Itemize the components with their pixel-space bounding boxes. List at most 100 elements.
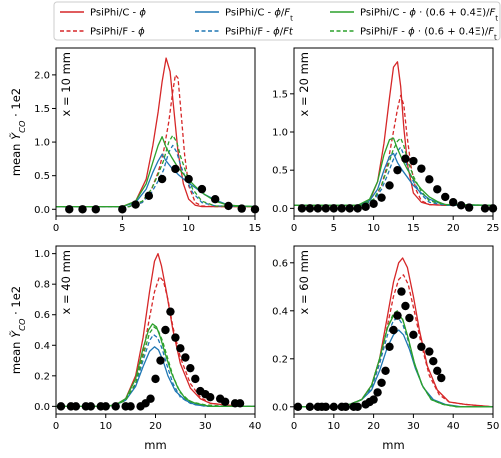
chart-panel: 0 5 10 15 20 25 0.0 0.5 1.0 1.5 x = 20 mm xyxy=(272,47,499,234)
series-line-C_phi_Ft xyxy=(294,329,493,408)
data-marker xyxy=(409,330,418,339)
series-line-C_phi xyxy=(56,252,255,408)
legend-label: PsiPhi/F - ϕ xyxy=(90,27,145,38)
data-marker xyxy=(417,342,426,351)
y-tick-label: 0.0 xyxy=(34,402,50,413)
data-marker xyxy=(480,204,490,213)
data-marker xyxy=(321,204,331,213)
text-fragment: Ft xyxy=(283,27,294,38)
data-marker xyxy=(401,154,410,163)
text-fragment: t xyxy=(494,32,497,41)
x-tick-label: 30 xyxy=(407,421,420,432)
text-fragment: Ỹ xyxy=(8,330,23,338)
y-tick-label: 0.0 xyxy=(272,402,288,413)
x-tick-label: 20 xyxy=(149,421,162,432)
plot-frame xyxy=(55,47,256,217)
legend-label: PsiPhi/F - ϕ · (0.6 + 0.4Ξ)/Ft xyxy=(360,27,497,42)
y-tick-label: 0.0 xyxy=(34,205,50,216)
data-marker xyxy=(329,402,338,411)
y-tick-label: 0.2 xyxy=(34,371,50,382)
data-marker xyxy=(146,394,155,403)
data-marker xyxy=(417,164,426,173)
text-fragment: ϕ xyxy=(408,27,415,38)
data-marker xyxy=(181,353,190,362)
x-tick-label: 0 xyxy=(291,421,297,432)
data-marker xyxy=(151,374,160,384)
data-marker xyxy=(305,204,315,213)
data-marker xyxy=(171,164,180,174)
data-marker xyxy=(441,192,450,202)
x-tick-label: 10 xyxy=(327,421,340,432)
data-marker xyxy=(176,344,185,353)
text-fragment: PsiPhi/F - xyxy=(90,27,138,38)
data-marker xyxy=(405,313,414,323)
x-tick-label: 15 xyxy=(407,223,420,234)
text-fragment: ϕ xyxy=(139,8,146,19)
text-fragment: t xyxy=(290,13,293,22)
x-tick-label: 20 xyxy=(447,223,460,234)
series-line-C_phi_mod xyxy=(294,137,493,206)
y-tick-label: 1.0 xyxy=(34,138,50,149)
y-axis-label: mean ỸCO · 1e2 xyxy=(8,88,27,176)
panel-label: x = 60 mm xyxy=(297,250,311,314)
text-fragment: F xyxy=(488,27,494,38)
series-line-F_phi_mod xyxy=(294,310,493,408)
data-marker xyxy=(220,397,230,406)
series-line-F_phi_Ft xyxy=(294,146,493,206)
text-fragment: Ỹ xyxy=(8,132,23,140)
data-marker xyxy=(101,402,110,411)
y-tick-label: 0.6 xyxy=(272,258,288,269)
series-line-C_phi xyxy=(56,57,255,208)
text-fragment: F xyxy=(284,8,290,19)
data-marker xyxy=(224,201,233,211)
data-marker xyxy=(337,204,346,213)
text-fragment: PsiPhi/C - xyxy=(225,8,274,19)
series-line-F_phi xyxy=(56,275,255,408)
x-tick-label: 5 xyxy=(331,223,337,234)
data-marker xyxy=(297,204,307,213)
data-marker xyxy=(345,204,354,213)
data-marker xyxy=(171,333,180,342)
text-fragment: CO xyxy=(17,318,27,331)
legend-entry: PsiPhi/C - ϕ xyxy=(60,8,146,19)
data-marker xyxy=(397,287,406,296)
legend-frame xyxy=(53,1,501,41)
y-tick-label: 0.5 xyxy=(272,166,288,177)
text-fragment: PsiPhi/F - xyxy=(360,27,408,38)
legend-entry: PsiPhi/F - ϕ · (0.6 + 0.4Ξ)/Ft xyxy=(330,27,497,42)
text-fragment: PsiPhi/C - xyxy=(90,8,139,19)
data-marker xyxy=(425,175,434,184)
series-line-F_phi xyxy=(294,94,493,206)
legend-label: PsiPhi/C - ϕ/Ft xyxy=(225,8,293,23)
data-marker xyxy=(341,402,350,411)
x-tick-label: 0 xyxy=(291,223,297,234)
text-fragment: / xyxy=(281,8,285,19)
y-tick-label: 0.8 xyxy=(34,280,50,291)
text-fragment: F xyxy=(490,8,496,19)
data-marker xyxy=(118,205,127,214)
text-fragment: t xyxy=(495,13,498,22)
series-line-F_phi_mod xyxy=(56,134,255,208)
text-fragment: · 1e2 xyxy=(9,88,23,121)
data-marker xyxy=(353,402,362,411)
y-tick-label: 1.5 xyxy=(272,89,288,100)
legend-entry: PsiPhi/C - ϕ/Ft xyxy=(195,8,293,23)
x-tick-label: 10 xyxy=(99,421,112,432)
y-tick-label: 0.2 xyxy=(272,354,288,365)
data-marker xyxy=(71,402,81,411)
chart-panel: 0 10 20 30 40 0.0 0.2 0.4 0.6 0.8 1.0 x = 40 mm xyxy=(34,245,261,432)
y-axis-label: mean ỸCO · 1e2 xyxy=(8,286,27,374)
data-marker xyxy=(389,325,398,335)
data-marker xyxy=(429,357,438,366)
data-marker xyxy=(377,193,386,202)
legend-entry: PsiPhi/C - ϕ · (0.6 + 0.4Ξ)/Ft xyxy=(330,8,498,22)
data-marker xyxy=(381,366,390,375)
chart-panel: 0 10 20 30 40 50 0.0 0.2 0.4 0.6 x = 60 mm xyxy=(272,245,499,432)
data-marker xyxy=(464,203,474,212)
series-group xyxy=(56,252,255,408)
x-tick-label: 15 xyxy=(249,223,262,234)
data-marker xyxy=(144,191,154,201)
